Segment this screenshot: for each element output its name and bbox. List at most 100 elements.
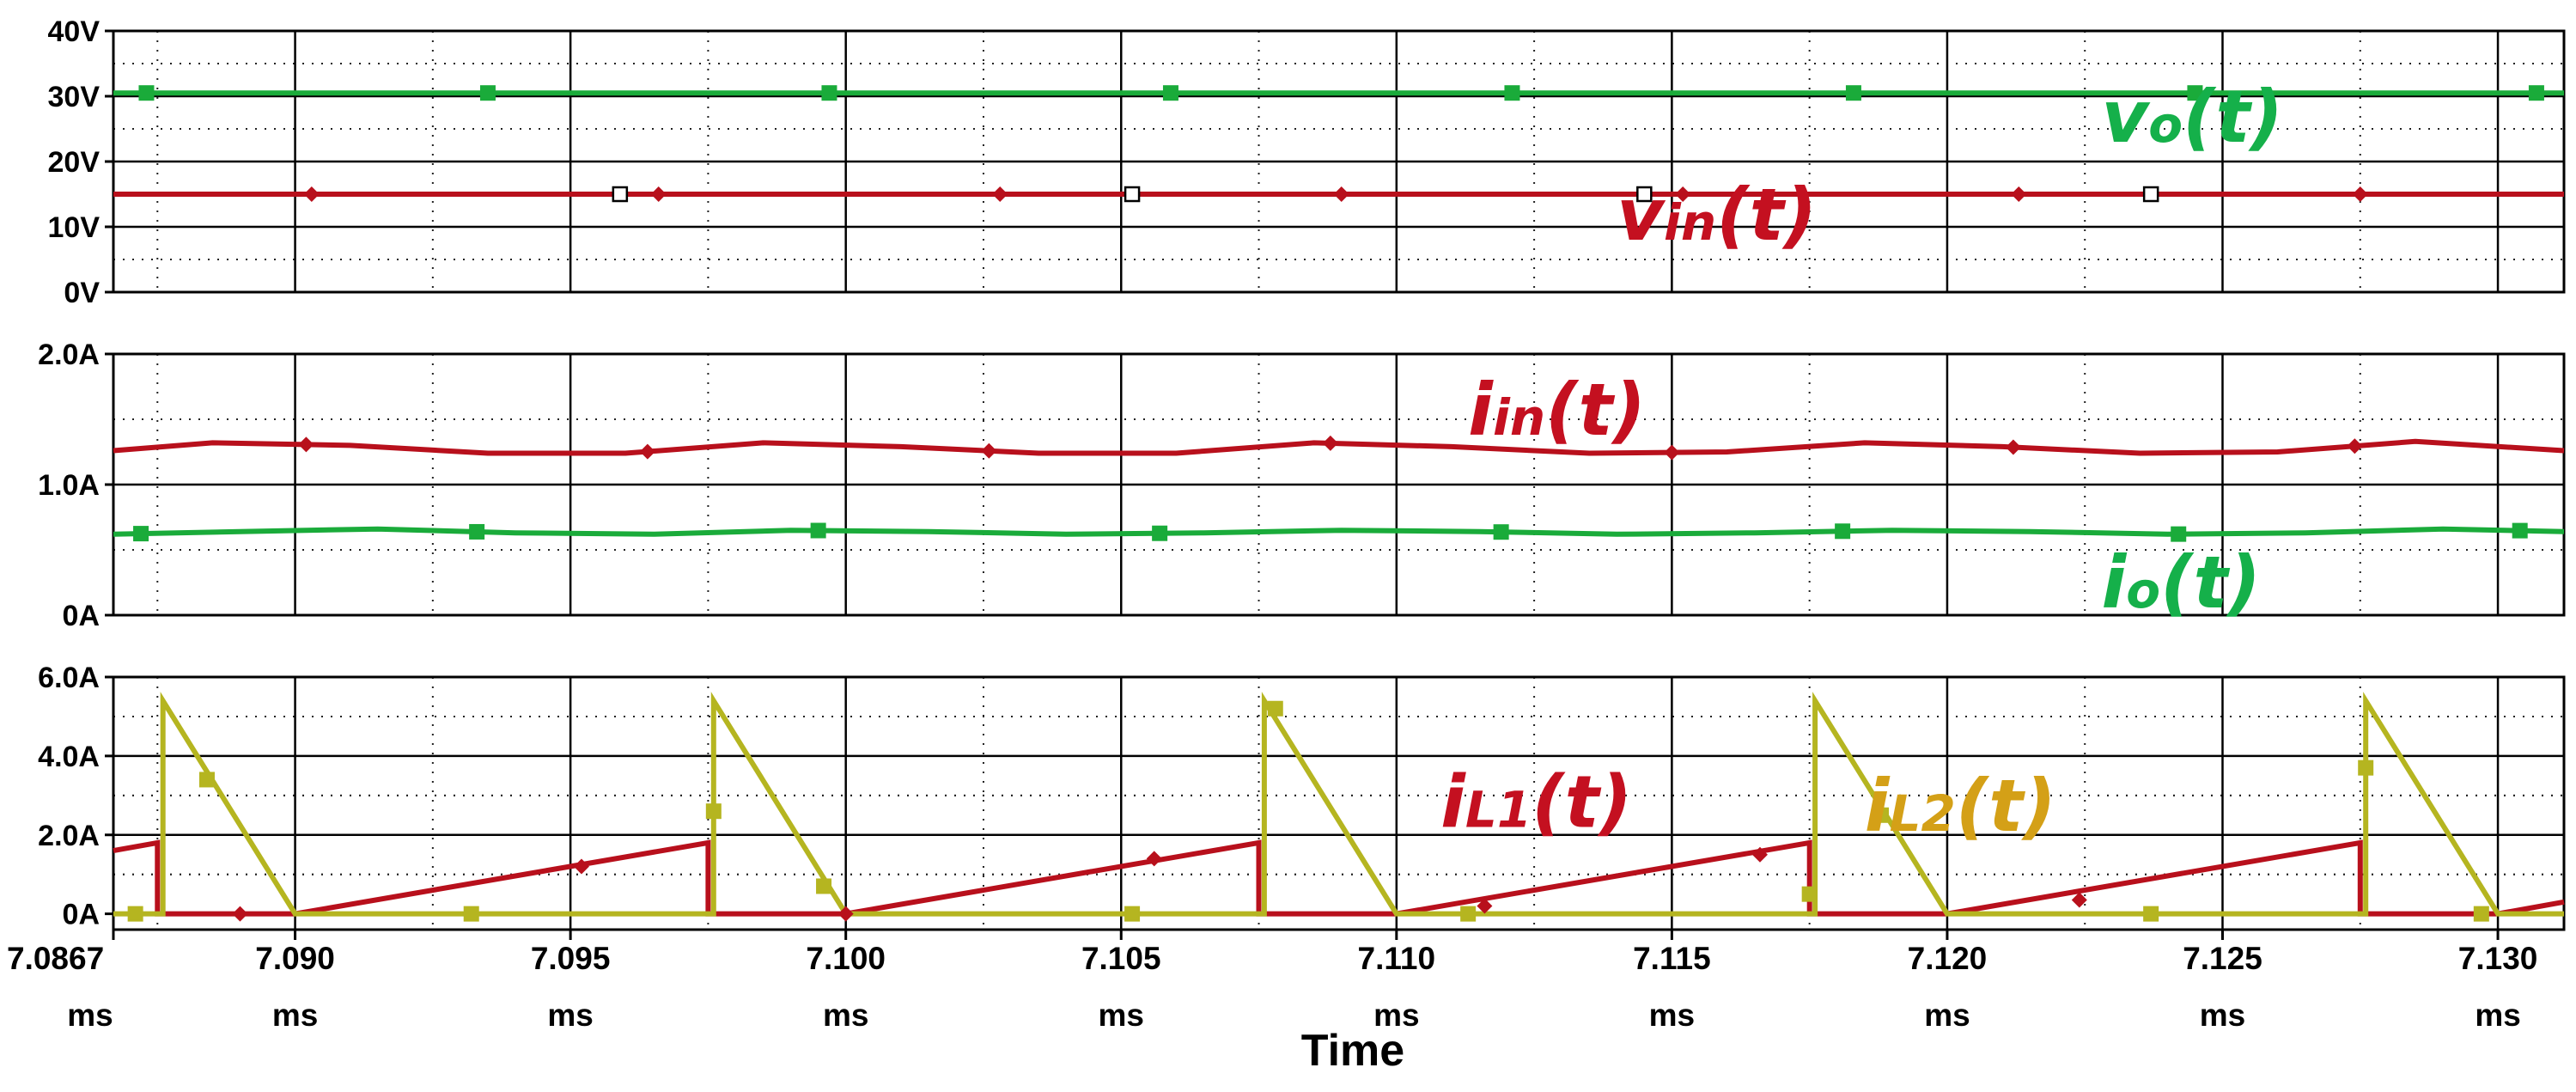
trace-label-main: v: [2101, 75, 2150, 159]
x-tick-label: 7.095: [531, 941, 611, 976]
trace-label-main: i: [2101, 540, 2127, 625]
panel-frame: [112, 675, 2566, 931]
marker-iL2(t): [1124, 906, 1141, 922]
marker-iL2(t): [1801, 886, 1818, 902]
x-tick-label: 7.100: [806, 941, 886, 976]
marker-io(t): [810, 522, 826, 539]
marker-vin(t): [1333, 186, 1349, 202]
panel-frame: [112, 29, 2566, 294]
y-tick-label: 2.0A: [38, 820, 100, 852]
x-tick-unit: ms: [1924, 997, 1970, 1033]
x-tick-unit: ms: [1373, 997, 1419, 1033]
marker-iin(t): [2347, 438, 2363, 454]
marker-iin(t): [298, 436, 314, 453]
x-axis-title: Time: [1301, 1026, 1404, 1076]
trace-label-tail: (t): [1716, 173, 1817, 257]
marker-probe: [612, 186, 629, 203]
marker-io(t): [1835, 523, 1851, 540]
y-tick-label: 2.0A: [38, 339, 100, 371]
trace-label-tail: (t): [1532, 760, 1632, 845]
x-tick-unit: ms: [1099, 997, 1144, 1033]
trace-label-tail: (t): [1545, 368, 1646, 452]
series-line-io(t): [113, 526, 2565, 537]
marker-iL1(t): [573, 858, 589, 875]
marker-vo(t): [821, 85, 837, 101]
marker-iL1(t): [1751, 846, 1768, 863]
x-tick-label: 7.130: [2458, 941, 2538, 976]
marker-probe: [2142, 186, 2159, 203]
trace-label-tail: (t): [2160, 540, 2261, 625]
marker-iL2(t): [1267, 700, 1283, 717]
marker-vo(t): [1162, 85, 1178, 101]
marker-io(t): [2171, 526, 2187, 542]
marker-io(t): [2512, 522, 2528, 539]
trace-label-vin(t): vin(t): [1617, 173, 1817, 257]
trace-label-sub: L2: [1890, 784, 1956, 843]
marker-iin(t): [2005, 439, 2021, 455]
x-tick-label: 7.120: [1908, 941, 1988, 976]
series-line-iL2(t): [113, 692, 2564, 917]
trace-label-iL2(t): iL2(t): [1865, 764, 2056, 848]
trace-label-iL1(t): iL1(t): [1440, 760, 1632, 845]
marker-iL2(t): [1460, 906, 1477, 922]
trace-label-io(t): io(t): [2101, 540, 2261, 625]
x-tick-label: 7.105: [1081, 941, 1161, 976]
marker-vin(t): [303, 186, 320, 202]
y-tick-label: 0A: [63, 899, 100, 931]
marker-iL2(t): [705, 803, 722, 820]
marker-iL1(t): [232, 906, 248, 922]
y-tick-label: 10V: [48, 211, 100, 244]
trace-label-main: v: [1617, 173, 1666, 257]
series-line-iL1(t): [113, 839, 2565, 917]
marker-iL2(t): [127, 906, 143, 922]
marker-vo(t): [1504, 85, 1520, 101]
marker-iin(t): [639, 443, 655, 460]
marker-vin(t): [1675, 186, 1691, 202]
trace-label-main: i: [1865, 764, 1891, 848]
x-tick-unit: ms: [2200, 997, 2245, 1033]
trace-label-sub: L1: [1465, 781, 1532, 839]
trace-label-tail: (t): [2183, 75, 2283, 159]
marker-iL2(t): [198, 772, 215, 788]
y-tick-label: 20V: [48, 146, 100, 179]
panel-frame: [112, 352, 2566, 617]
x-tick-unit: ms: [272, 997, 318, 1033]
marker-io(t): [1493, 524, 1509, 540]
marker-io(t): [469, 523, 485, 540]
x-tick-unit: ms: [823, 997, 868, 1033]
x-tick-label: 7.115: [1633, 941, 1711, 976]
y-tick-label: 4.0A: [38, 741, 100, 773]
x-axis: 7.0867 ms 7.090 ms 7.095 ms 7.100 ms 7.105 ms 7.11…: [7, 930, 2537, 1076]
y-tick-label: 1.0A: [38, 469, 100, 502]
marker-vo(t): [1845, 85, 1861, 101]
y-tick-label: 30V: [48, 81, 100, 113]
marker-vin(t): [992, 186, 1008, 202]
marker-vin(t): [650, 186, 667, 202]
marker-iL2(t): [816, 878, 832, 894]
trace-label-tail: (t): [1956, 764, 2056, 848]
marker-iin(t): [981, 442, 997, 459]
x-tick-unit: ms: [1649, 997, 1695, 1033]
trace-label-sub: in: [1493, 388, 1545, 447]
x-tick-label: 7.090: [255, 941, 335, 976]
trace-label-sub: o: [2148, 95, 2183, 154]
marker-probe: [1124, 186, 1141, 203]
trace-label-iin(t): iin(t): [1468, 368, 1646, 452]
marker-iL2(t): [1873, 807, 1890, 823]
marker-io(t): [133, 526, 149, 542]
x-tick-unit: ms: [547, 997, 593, 1033]
x-tick-label: 7.110: [1358, 941, 1436, 976]
trace-label-sub: in: [1664, 193, 1716, 252]
trace-label-main: i: [1440, 760, 1466, 845]
trace-label-main: i: [1468, 368, 1494, 452]
series-line-iin(t): [113, 438, 2565, 456]
y-tick-label: 6.0A: [38, 662, 100, 694]
marker-vo(t): [2187, 85, 2203, 101]
marker-io(t): [1152, 525, 1168, 541]
trace-label-vo(t): vo(t): [2101, 75, 2283, 159]
marker-iL2(t): [2143, 906, 2159, 922]
